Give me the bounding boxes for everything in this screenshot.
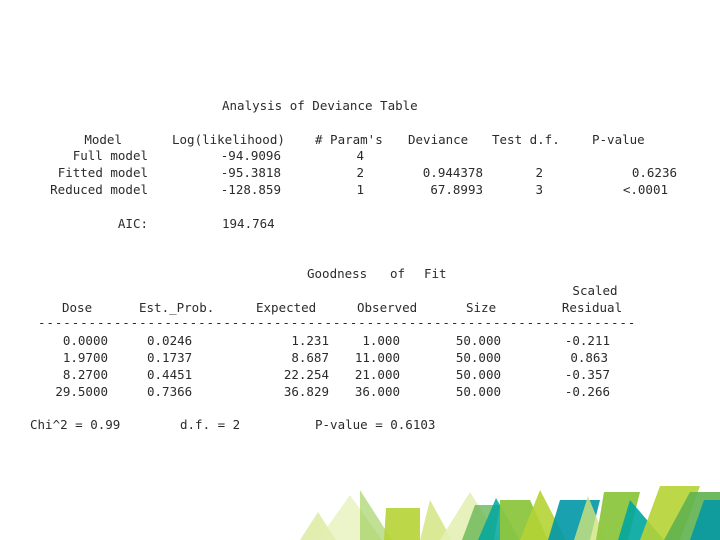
gof-expected: 1.231: [291, 333, 329, 348]
gof-title-word: of: [390, 266, 406, 281]
gof-residual: -0.211: [564, 333, 610, 348]
gof-residual: -0.266: [564, 384, 610, 399]
header-dose: Dose: [62, 300, 93, 315]
row-model-name: Reduced model: [50, 182, 148, 197]
gof-size: 50.000: [455, 367, 501, 382]
aic-label: AIC:: [117, 216, 148, 231]
row-model-name: Full model: [72, 148, 148, 163]
row-model-name: Fitted model: [57, 165, 148, 180]
header-deviance: Deviance: [408, 132, 469, 147]
header-params: # Param's: [315, 132, 383, 147]
gof-title-word: Goodness: [307, 266, 368, 281]
row-pvalue: <.0001: [622, 182, 668, 197]
gof-residual: 0.863: [570, 350, 608, 365]
gof-expected: 8.687: [291, 350, 329, 365]
row-params: 4: [356, 148, 364, 163]
decorative-polygon: [690, 500, 720, 540]
row-deviance: 0.944378: [422, 165, 483, 180]
gof-expected: 22.254: [283, 367, 329, 382]
row-params: 1: [356, 182, 364, 197]
row-deviance: 67.8993: [430, 182, 483, 197]
header-est-prob: Est._Prob.: [139, 300, 215, 315]
chi-square-label: Chi^2 = 0.99: [30, 417, 121, 432]
gof-residual: -0.357: [564, 367, 610, 382]
row-test-df: 2: [535, 165, 543, 180]
gof-size: 50.000: [455, 333, 501, 348]
row-loglik: -95.3818: [220, 165, 281, 180]
decorative-polygon: [384, 508, 420, 540]
header-loglik: Log(likelihood): [172, 132, 285, 147]
gof-est-prob: 0.1737: [147, 350, 193, 365]
gof-observed: 21.000: [354, 367, 400, 382]
header-residual: Residual: [561, 300, 623, 315]
gof-dose: 1.9700: [62, 350, 108, 365]
header-test-df: Test d.f.: [492, 132, 560, 147]
deviance-table-title: Analysis of Deviance Table: [222, 98, 418, 113]
gof-observed: 36.000: [354, 384, 400, 399]
gof-est-prob: 0.7366: [147, 384, 193, 399]
decorative-polygon: [360, 490, 392, 540]
row-pvalue: 0.6236: [631, 165, 677, 180]
gof-size: 50.000: [455, 350, 501, 365]
gof-observed: 11.000: [354, 350, 400, 365]
header-observed: Observed: [357, 300, 418, 315]
header-scaled: Scaled: [572, 283, 618, 298]
gof-dose: 29.5000: [55, 384, 108, 399]
gof-dose: 0.0000: [62, 333, 108, 348]
aic-value: 194.764: [222, 216, 275, 231]
row-params: 2: [356, 165, 364, 180]
header-pvalue: P-value: [592, 132, 645, 147]
header-model: Model: [84, 132, 122, 147]
header-expected: Expected: [256, 300, 317, 315]
gof-observed: 1.000: [362, 333, 400, 348]
gof-est-prob: 0.4451: [147, 367, 193, 382]
gof-pvalue-label: P-value = 0.6103: [315, 417, 436, 432]
decorative-polygon: [420, 500, 452, 540]
gof-title-word: Fit: [424, 266, 447, 281]
row-test-df: 3: [535, 182, 543, 197]
header-size: Size: [466, 300, 497, 315]
gof-expected: 36.829: [283, 384, 329, 399]
table-rule: ----------------------------------------…: [38, 316, 637, 330]
row-loglik: -128.859: [220, 182, 281, 197]
gof-dose: 8.2700: [62, 367, 108, 382]
row-loglik: -94.9096: [220, 148, 281, 163]
gof-est-prob: 0.0246: [147, 333, 193, 348]
gof-size: 50.000: [455, 384, 501, 399]
df-label: d.f. = 2: [180, 417, 241, 432]
